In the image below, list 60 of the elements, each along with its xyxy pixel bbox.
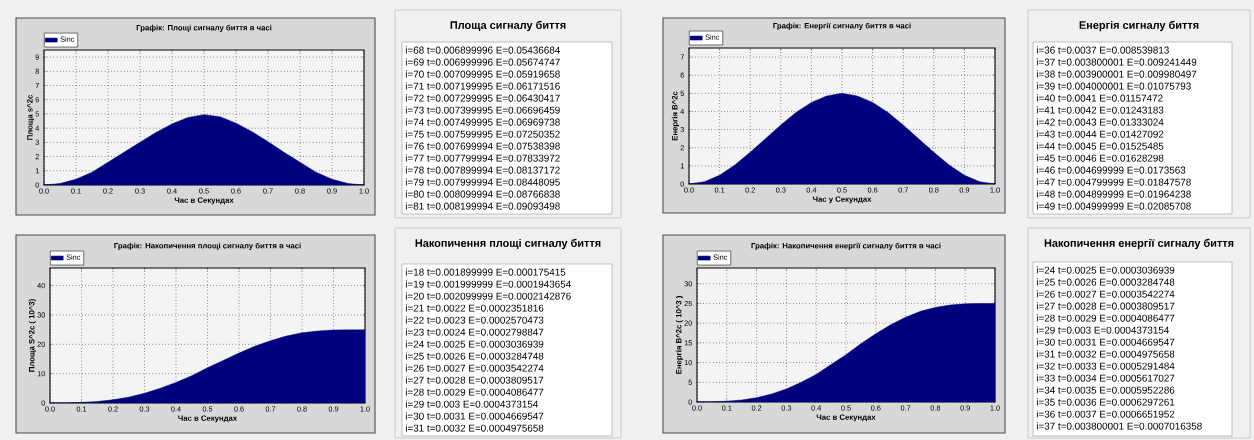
text: i=24 t=0.0025 E=0.0003036939 — [1036, 266, 1175, 274]
text: i=29 t=0.003 E=0.0004373154 — [405, 400, 539, 408]
text: i=71 t=0.007199995 E=0.06171516 — [405, 82, 560, 90]
text: i=72 t=0.007299995 E=0.06430417 — [405, 94, 560, 102]
text: i=42 t=0.0043 E=0.01333024 — [1036, 118, 1164, 126]
text: Накопичення площі сигналу биття — [415, 238, 601, 250]
text: i=44 t=0.0045 E=0.01525485 — [1036, 142, 1164, 150]
text: i=38 t=0.003900001 E=0.009980497 — [1036, 70, 1197, 78]
text: i=46 t=0.004699999 E=0.0173563 — [1036, 166, 1186, 174]
text: i=32 t=0.0033 E=0.0005291484 — [1036, 362, 1175, 370]
text: i=77 t=0.007799994 E=0.07833972 — [405, 154, 560, 162]
text: i=70 t=0.007099995 E=0.05919658 — [405, 70, 560, 78]
text: i=74 t=0.007499995 E=0.06969738 — [405, 118, 560, 126]
text: i=40 t=0.0041 E=0.01157472 — [1036, 94, 1163, 102]
text: i=76 t=0.007699994 E=0.07538398 — [405, 142, 560, 150]
text: i=47 t=0.004799999 E=0.01847578 — [1036, 178, 1191, 186]
text: i=27 t=0.0028 E=0.0003809517 — [1036, 302, 1175, 310]
text: i=29 t=0.003 E=0.0004373154 — [1036, 326, 1170, 334]
text: i=22 t=0.0023 E=0.0002570473 — [405, 316, 544, 324]
text: i=73 t=0.007399995 E=0.06696459 — [405, 106, 560, 114]
text: i=28 t=0.0029 E=0.0004086477 — [405, 388, 544, 396]
text: i=49 t=0.004999999 E=0.02085708 — [1036, 202, 1191, 210]
text: i=41 t=0.0042 E=0.01243183 — [1036, 106, 1164, 114]
text: i=25 t=0.0026 E=0.0003284748 — [1036, 278, 1175, 286]
text: i=36 t=0.0037 E=0.008539813 — [1036, 46, 1169, 54]
text: i=20 t=0.002099999 E=0.0002142876 — [405, 292, 571, 300]
text: i=81 t=0.008199994 E=0.09093498 — [405, 202, 560, 210]
text: i=37 t=0.003800001 E=0.0007016358 — [1036, 422, 1202, 430]
text: i=48 t=0.004899999 E=0.01964238 — [1036, 190, 1191, 198]
text: i=79 t=0.007999994 E=0.08448095 — [405, 178, 560, 186]
text: i=26 t=0.0027 E=0.0003542274 — [1036, 290, 1175, 298]
text: i=19 t=0.001999999 E=0.0001943654 — [405, 280, 571, 288]
text: Накопичення енергії сигналу биття — [1044, 238, 1234, 250]
text: i=31 t=0.0032 E=0.0004975658 — [405, 424, 544, 432]
text: i=45 t=0.0046 E=0.01628298 — [1036, 154, 1164, 162]
text: i=26 t=0.0027 E=0.0003542274 — [405, 364, 544, 372]
text: i=75 t=0.007599995 E=0.07250352 — [405, 130, 560, 138]
text: i=30 t=0.0031 E=0.0004669547 — [405, 412, 544, 420]
text: i=34 t=0.0035 E=0.0005952286 — [1036, 386, 1175, 394]
text: i=30 t=0.0031 E=0.0004669547 — [1036, 338, 1175, 346]
text: i=78 t=0.007899994 E=0.08137172 — [405, 166, 560, 174]
text: i=27 t=0.0028 E=0.0003809517 — [405, 376, 544, 384]
text: i=43 t=0.0044 E=0.01427092 — [1036, 130, 1164, 138]
text: i=36 t=0.0037 E=0.0006651952 — [1036, 410, 1175, 418]
text: i=35 t=0.0036 E=0.0006297261 — [1036, 398, 1175, 406]
text: i=24 t=0.0025 E=0.0003036939 — [405, 340, 544, 348]
text: i=25 t=0.0026 E=0.0003284748 — [405, 352, 544, 360]
text: Енергія сигналу биття — [1079, 20, 1199, 32]
text: i=28 t=0.0029 E=0.0004086477 — [1036, 314, 1175, 322]
text: i=69 t=0.006999996 E=0.05674747 — [405, 58, 560, 66]
text: i=21 t=0.0022 E=0.0002351816 — [405, 304, 544, 312]
text: i=80 t=0.008099994 E=0.08766838 — [405, 190, 560, 198]
text: i=18 t=0.001899999 E=0.000175415 — [405, 268, 566, 276]
text: i=31 t=0.0032 E=0.0004975658 — [1036, 350, 1175, 358]
text: i=37 t=0.003800001 E=0.009241449 — [1036, 58, 1197, 66]
text: i=68 t=0.006899996 E=0.05436684 — [405, 46, 560, 54]
text: Площа сигналу биття — [450, 20, 566, 32]
text: i=33 t=0.0034 E=0.0005617027 — [1036, 374, 1175, 382]
text: i=39 t=0.004000001 E=0.01075793 — [1036, 82, 1191, 90]
text: i=23 t=0.0024 E=0.0002798847 — [405, 328, 544, 336]
